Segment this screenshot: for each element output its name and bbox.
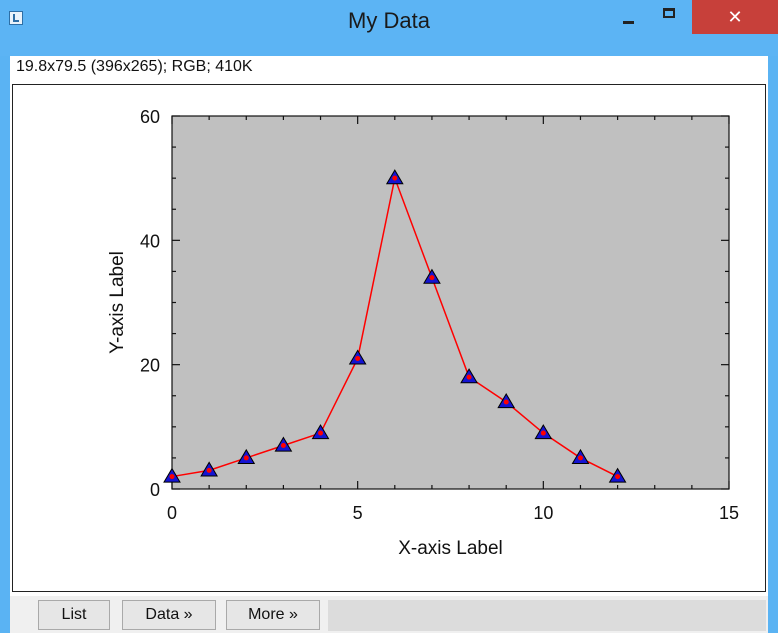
x-tick-label: 0 — [167, 503, 177, 523]
close-button[interactable]: ✕ — [692, 0, 778, 34]
list-button[interactable]: List — [38, 600, 110, 630]
y-tick-label: 60 — [140, 107, 160, 127]
y-axis-label: Y-axis Label — [107, 251, 128, 354]
data-point-center — [280, 442, 286, 448]
data-point-center — [540, 430, 546, 436]
y-tick-label: 0 — [150, 480, 160, 500]
x-tick-label: 10 — [533, 503, 553, 523]
data-point-center — [392, 175, 398, 181]
window-title: My Data — [348, 8, 430, 33]
data-point-center — [503, 399, 509, 405]
data-button[interactable]: Data » — [122, 600, 216, 630]
status-field — [328, 600, 766, 631]
data-point-center — [206, 467, 212, 473]
data-point-center — [318, 430, 324, 436]
x-tick-label: 15 — [719, 503, 739, 523]
data-point-center — [169, 474, 175, 480]
plot-area — [171, 115, 730, 490]
image-info-text: 19.8x79.5 (396x265); RGB; 410K — [16, 58, 253, 75]
x-tick-label: 5 — [353, 503, 363, 523]
line-chart: 0 5 10 15 0 20 40 60 X-axis Label Y-axis Label — [107, 107, 739, 559]
data-point-center — [429, 275, 435, 281]
data-point-center — [615, 474, 621, 480]
y-tick-label: 20 — [140, 356, 160, 376]
app-icon[interactable] — [9, 11, 23, 25]
x-axis-label: X-axis Label — [398, 538, 503, 559]
plot-canvas[interactable]: 0 5 10 15 0 20 40 60 X-axis Label Y-axis Label — [12, 84, 766, 592]
close-icon: ✕ — [727, 6, 743, 27]
data-point-center — [577, 455, 583, 461]
window-content: 19.8x79.5 (396x265); RGB; 410K 0 5 10 15 0 20… — [10, 56, 768, 633]
more-button[interactable]: More » — [226, 600, 320, 630]
maximize-button[interactable] — [655, 4, 685, 26]
button-bar: List Data » More » — [10, 596, 768, 633]
title-bar[interactable]: My Data ✕ — [0, 0, 778, 56]
data-point-center — [243, 455, 249, 461]
y-tick-label: 40 — [140, 231, 160, 251]
data-point-center — [466, 374, 472, 380]
data-point-center — [355, 355, 361, 361]
minimize-button[interactable] — [615, 9, 645, 31]
